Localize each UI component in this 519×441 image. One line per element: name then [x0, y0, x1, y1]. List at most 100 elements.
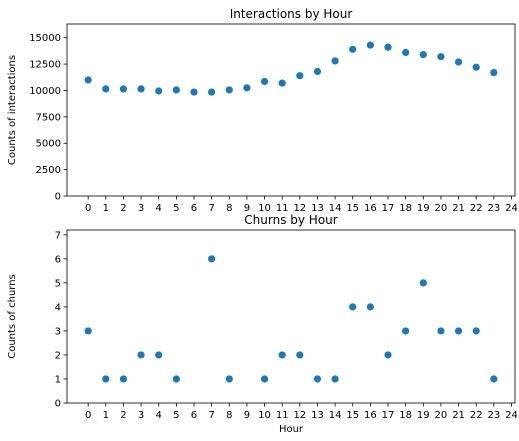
x-tick-label: 21 — [452, 410, 465, 421]
x-tick-label: 19 — [417, 410, 430, 421]
data-point — [313, 375, 322, 383]
data-point — [296, 72, 304, 80]
data-point — [208, 88, 216, 96]
data-point — [349, 45, 357, 53]
x-tick-label: 24 — [505, 203, 518, 214]
x-tick-label: 21 — [452, 203, 465, 214]
data-point — [84, 76, 92, 84]
y-tick-label: 5000 — [36, 139, 61, 150]
y-tick-label: 7500 — [36, 112, 61, 123]
y-axis-label: Counts of churns — [7, 274, 18, 359]
x-tick-label: 20 — [435, 203, 448, 214]
x-tick-label: 7 — [208, 203, 214, 214]
x-tick-label: 8 — [226, 203, 232, 214]
data-point — [155, 87, 163, 95]
y-axis-label: Counts of interactions — [7, 55, 18, 165]
y-tick-label: 7 — [55, 230, 61, 241]
x-tick-label: 11 — [276, 203, 289, 214]
data-point — [472, 327, 480, 335]
x-tick-label: 14 — [329, 410, 342, 421]
data-point — [225, 86, 233, 94]
x-tick-label: 11 — [276, 410, 289, 421]
data-point — [119, 375, 128, 383]
plot-frame — [66, 23, 516, 197]
x-tick-label: 22 — [470, 410, 483, 421]
data-point — [172, 375, 180, 383]
x-tick-label: 7 — [208, 410, 214, 421]
x-tick-label: 6 — [191, 203, 197, 214]
data-point — [225, 375, 233, 383]
x-tick-label: 10 — [258, 203, 271, 214]
x-tick-label: 2 — [120, 410, 126, 421]
y-tick-label: 6 — [55, 254, 61, 265]
chart-title: Interactions by Hour — [230, 7, 353, 21]
x-tick-label: 4 — [156, 410, 162, 421]
x-tick-label: 18 — [399, 410, 412, 421]
y-tick-label: 3 — [55, 326, 61, 337]
data-point — [384, 43, 392, 51]
y-tick-label: 15000 — [29, 33, 61, 44]
y-tick-label: 0 — [55, 399, 61, 410]
x-tick-label: 3 — [138, 203, 144, 214]
data-point — [384, 351, 392, 359]
data-point — [208, 255, 216, 263]
data-point — [84, 327, 92, 335]
chart-title: Churns by Hour — [244, 213, 337, 227]
data-point — [402, 48, 410, 57]
x-tick-label: 14 — [329, 203, 342, 214]
data-point — [243, 84, 251, 92]
x-tick-label: 19 — [417, 203, 430, 214]
x-tick-label: 6 — [191, 410, 197, 421]
x-tick-label: 16 — [364, 410, 377, 421]
x-tick-label: 23 — [487, 203, 500, 214]
x-tick-label: 18 — [399, 203, 412, 214]
data-point — [366, 303, 374, 311]
data-point — [137, 351, 145, 359]
x-tick-label: 5 — [173, 410, 179, 421]
x-tick-label: 17 — [382, 203, 395, 214]
x-tick-label: 9 — [244, 203, 250, 214]
y-tick-label: 5 — [55, 278, 61, 289]
x-tick-label: 23 — [487, 410, 500, 421]
data-point — [278, 79, 286, 87]
data-point — [490, 68, 498, 77]
x-axis-label: Hour — [279, 424, 304, 435]
data-point — [349, 303, 357, 311]
y-tick-label: 0 — [55, 192, 61, 203]
x-tick-label: 0 — [85, 203, 91, 214]
x-tick-label: 17 — [382, 410, 395, 421]
x-tick-label: 0 — [85, 410, 91, 421]
x-tick-label: 5 — [173, 203, 179, 214]
x-tick-label: 13 — [311, 410, 324, 421]
x-tick-label: 16 — [364, 203, 377, 214]
plot-frame — [66, 229, 516, 404]
x-tick-label: 10 — [258, 410, 271, 421]
data-point — [313, 67, 322, 76]
data-point — [278, 351, 286, 359]
data-point — [331, 57, 339, 65]
data-point — [102, 85, 110, 93]
data-point — [331, 375, 339, 383]
y-tick-label: 12500 — [29, 60, 61, 71]
x-tick-label: 15 — [346, 203, 359, 214]
data-point — [437, 53, 445, 61]
x-tick-label: 3 — [138, 410, 144, 421]
data-point — [260, 77, 269, 86]
data-point — [402, 327, 410, 335]
x-tick-label: 15 — [346, 410, 359, 421]
data-point — [419, 279, 427, 287]
data-point — [454, 327, 463, 335]
x-tick-label: 12 — [293, 203, 306, 214]
data-point — [437, 327, 445, 335]
data-point — [419, 51, 427, 59]
data-point — [472, 63, 480, 71]
data-point — [102, 375, 110, 383]
y-tick-label: 2500 — [36, 165, 61, 176]
x-tick-label: 13 — [311, 203, 324, 214]
x-tick-label: 1 — [103, 203, 109, 214]
x-tick-label: 2 — [120, 203, 126, 214]
x-tick-label: 9 — [244, 410, 250, 421]
